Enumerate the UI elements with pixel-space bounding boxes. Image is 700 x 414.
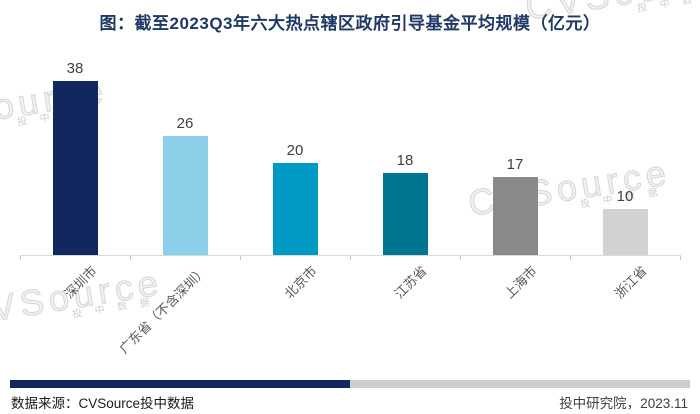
x-axis-tick-4 bbox=[460, 256, 461, 260]
plot-area: 38 深圳市 26 广东省（不含深圳） 20 北京市 18 江苏省 17 上海市 10 浙江省 bbox=[20, 60, 680, 356]
x-axis-tick-0 bbox=[20, 256, 21, 260]
x-axis-label-1: 广东省（不含深圳） bbox=[116, 263, 210, 357]
bar-5 bbox=[602, 209, 648, 255]
value-label-0: 38 bbox=[66, 60, 84, 77]
bar-3 bbox=[382, 173, 428, 255]
x-axis-label-0: 深圳市 bbox=[61, 263, 100, 302]
x-axis-tick-5 bbox=[570, 256, 571, 260]
value-label-1: 26 bbox=[176, 115, 194, 132]
bar-2 bbox=[272, 163, 318, 255]
x-axis-tick-3 bbox=[350, 256, 351, 260]
bar-1 bbox=[162, 136, 208, 255]
value-label-2: 20 bbox=[286, 142, 304, 159]
bar-4 bbox=[492, 177, 538, 255]
x-axis-label-5: 浙江省 bbox=[611, 263, 650, 302]
x-axis-label-3: 江苏省 bbox=[391, 263, 430, 302]
value-label-4: 17 bbox=[506, 156, 524, 173]
x-axis-tick-6 bbox=[680, 256, 681, 260]
bar-0 bbox=[52, 81, 98, 255]
footer-divider-gray bbox=[350, 380, 690, 388]
chart-title: 图：截至2023Q3年六大热点辖区政府引导基金平均规模（亿元） bbox=[99, 14, 601, 33]
x-axis-tick-1 bbox=[130, 256, 131, 260]
value-label-5: 10 bbox=[616, 188, 634, 205]
footer-divider-navy bbox=[10, 380, 350, 388]
x-axis-line bbox=[20, 255, 681, 256]
org-date-label: 投中研究院，2023.11 bbox=[559, 396, 688, 411]
data-source-label: 数据来源：CVSource投中数据 bbox=[11, 396, 195, 411]
x-axis-label-2: 北京市 bbox=[281, 263, 320, 302]
value-label-3: 18 bbox=[396, 152, 414, 169]
x-axis-tick-2 bbox=[240, 256, 241, 260]
x-axis-label-4: 上海市 bbox=[501, 263, 540, 302]
